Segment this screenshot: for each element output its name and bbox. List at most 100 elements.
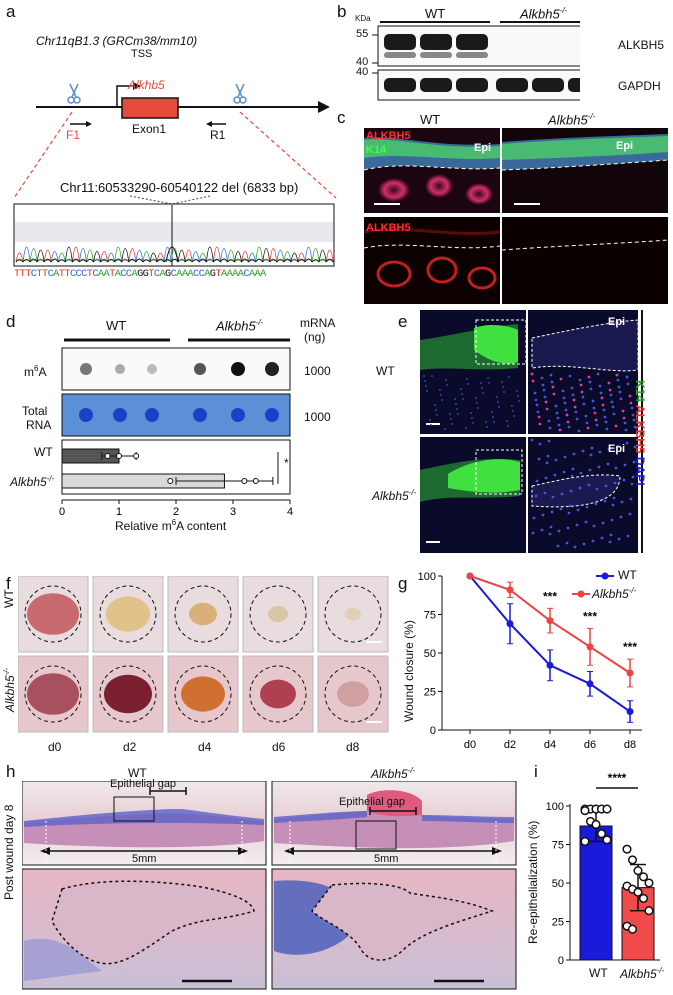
bar — [579, 825, 613, 961]
total-label: Total — [22, 404, 48, 418]
nucleus-dot — [611, 503, 615, 507]
nucleus-dot — [595, 487, 599, 491]
nucleus-dot — [491, 411, 493, 413]
f-day-d0: d0 — [48, 740, 62, 754]
immunofluorescence-c — [364, 128, 669, 304]
nucleus-dot — [621, 409, 625, 413]
nucleus-dot — [553, 473, 557, 477]
legend-wt: WT — [618, 568, 637, 582]
nucleus-dot — [578, 378, 582, 382]
if-ko-label: Alkbh5-/- — [548, 112, 596, 128]
nucleus-dot — [507, 425, 509, 427]
nucleus-dot — [512, 410, 514, 412]
nucleus-dot — [492, 416, 494, 418]
nucleus-dot — [544, 400, 548, 404]
nucleus-dot — [530, 438, 534, 442]
nucleus-dot — [618, 390, 622, 394]
nucleus-dot — [506, 420, 508, 422]
zoom-line-right — [239, 111, 337, 199]
nucleus-dot — [608, 540, 612, 544]
nucleus-dot — [476, 402, 478, 404]
nucleus-dot — [614, 424, 618, 428]
nucleus-dot — [573, 405, 577, 409]
data-point — [241, 478, 248, 484]
nucleus-dot — [574, 410, 578, 414]
chromatogram-trace — [15, 246, 334, 263]
nucleus-dot — [568, 374, 572, 378]
nucleus-dot — [625, 375, 629, 379]
nucleus-dot — [456, 408, 458, 410]
nucleus-dot — [628, 512, 632, 516]
f-wt-label: WT — [2, 589, 16, 608]
nucleus-dot — [475, 397, 477, 399]
nucleus-dot — [569, 489, 573, 493]
epi-label-c1: Epi — [474, 142, 492, 154]
nucleus-dot — [599, 391, 603, 395]
nucleus-dot — [576, 508, 580, 512]
data-point — [638, 893, 649, 903]
nucleus-dot — [542, 388, 546, 392]
sig-label: *** — [623, 640, 637, 654]
scissors-right-icon — [233, 83, 247, 104]
nucleus-dot — [604, 420, 608, 424]
panel-label-h: h — [6, 762, 16, 781]
nucleus-dot — [626, 534, 630, 538]
f-ko-label: Alkbh5-/- — [2, 667, 17, 712]
data-point — [546, 617, 554, 625]
nucleus-dot — [439, 389, 441, 391]
panel-label-a: a — [6, 2, 16, 21]
i-cat-wt: WT — [589, 966, 608, 980]
nucleus-dot — [572, 452, 576, 456]
exon1-box — [121, 97, 179, 119]
nucleus-dot — [607, 381, 611, 385]
panel-label-i: i — [534, 762, 538, 781]
nucleus-dot — [511, 405, 513, 407]
nucleus-dot — [496, 396, 498, 398]
nucleus-dot — [579, 383, 583, 387]
wound — [268, 606, 288, 622]
nucleus-dot — [493, 421, 495, 423]
data-point — [602, 804, 612, 814]
marker-55: 55 — [356, 28, 369, 40]
y-tick-label: 75 — [552, 840, 564, 852]
nucleus-dot — [609, 393, 613, 397]
nucleus-dot — [623, 463, 627, 467]
nucleus-dot — [532, 516, 536, 520]
e-ko-label: Alkbh5-/- — [372, 488, 417, 503]
y-tick-label: 0 — [558, 955, 564, 967]
nucleus-dot — [424, 380, 426, 382]
nucleus-dot — [631, 413, 635, 417]
wound — [104, 674, 152, 714]
mrna-label: mRNA — [300, 316, 336, 330]
nucleus-dot — [555, 411, 559, 415]
nucleus-dot — [617, 537, 621, 541]
nucleus-dot — [601, 521, 605, 525]
wound-outline — [99, 585, 157, 643]
zoom-line-left — [13, 111, 73, 199]
nucleus-dot — [570, 474, 574, 478]
wound-outline — [174, 585, 232, 643]
nucleus-dot — [586, 426, 590, 430]
nucleus-dot — [488, 382, 490, 384]
nucleus-dot — [590, 446, 594, 450]
data-point — [644, 878, 654, 888]
data-point — [627, 924, 638, 934]
nucleus-dot — [573, 545, 577, 549]
nucleus-dot — [540, 528, 544, 532]
tss-label: TSS — [131, 48, 153, 60]
y-tick-label: 25 — [552, 917, 564, 929]
nucleus-dot — [481, 387, 483, 389]
nucleus-dot — [619, 515, 623, 519]
data-point — [596, 829, 607, 839]
nucleus-dot — [485, 421, 487, 423]
panel-label-g: g — [398, 574, 408, 593]
h-gap-label-ko: Epithelial gap — [339, 796, 406, 808]
nucleus-dot — [581, 395, 585, 399]
nucleus-dot — [426, 390, 428, 392]
chromatogram-band — [15, 222, 333, 242]
nucleus-dot — [455, 403, 457, 405]
nucleus-dot — [610, 518, 614, 522]
y-tick-label: 0 — [430, 725, 436, 737]
nucleus-dot — [603, 415, 607, 419]
nucleus-dot — [582, 542, 586, 546]
